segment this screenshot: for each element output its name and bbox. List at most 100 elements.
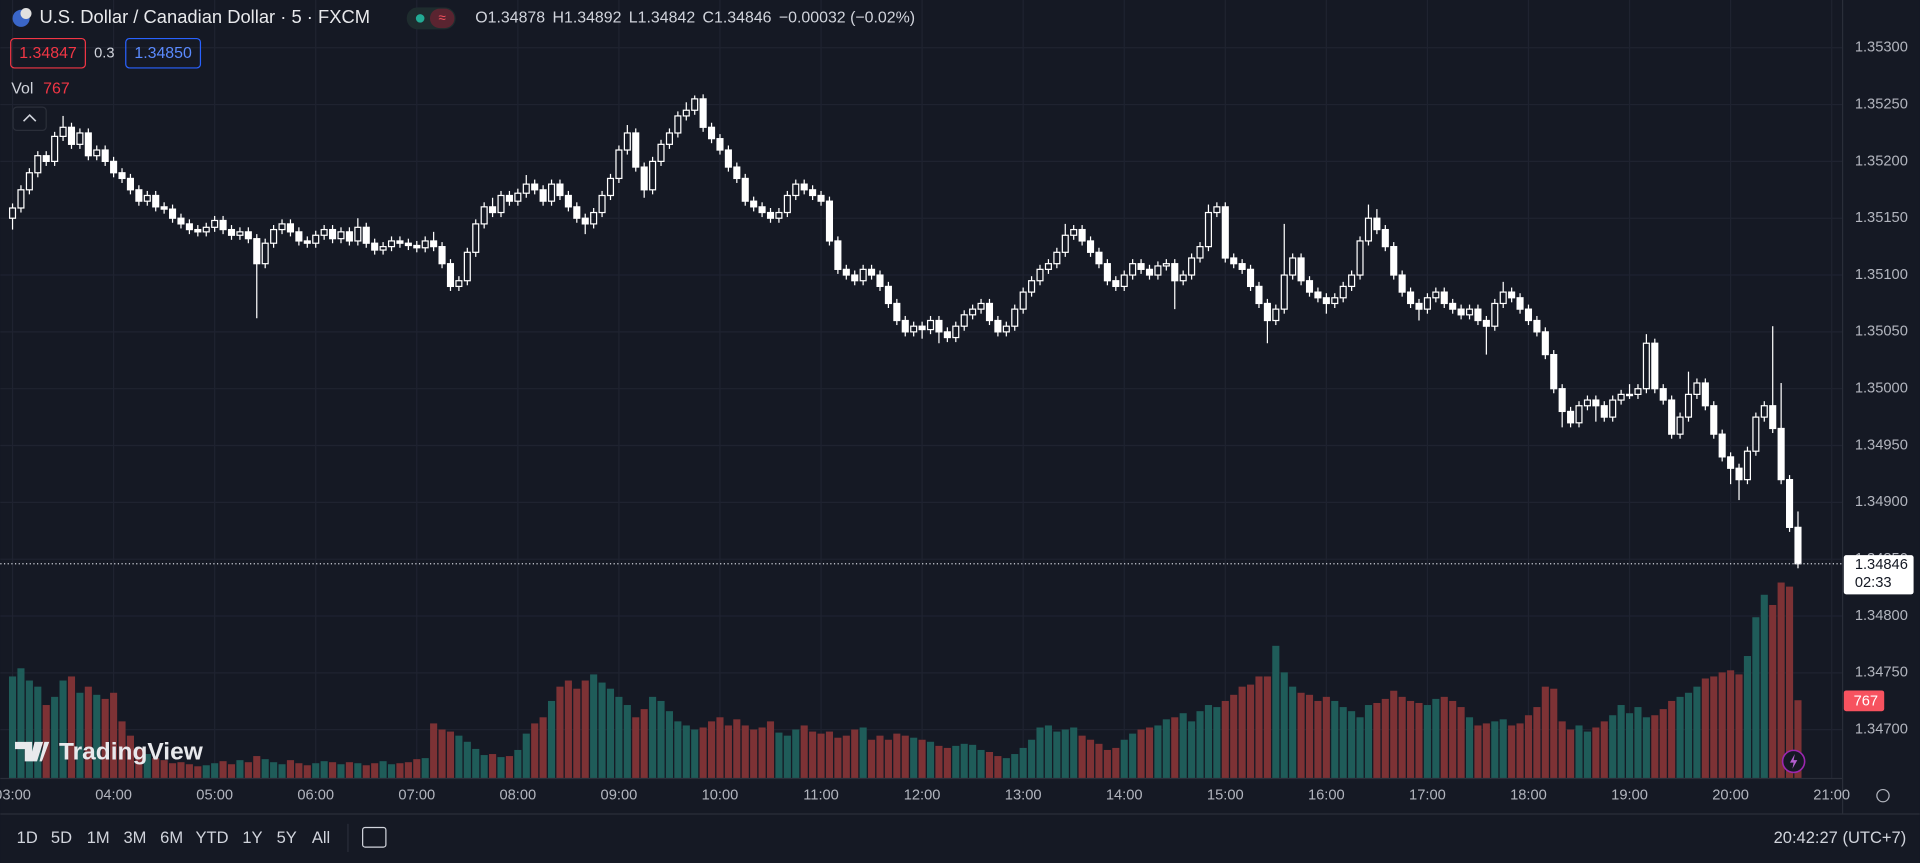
- volume-bar: [34, 686, 42, 779]
- date-range-button[interactable]: [362, 826, 387, 848]
- range-button[interactable]: 5Y: [277, 828, 297, 847]
- candle-body: [977, 302, 985, 310]
- candle-body: [430, 240, 438, 248]
- volume-bar: [278, 764, 286, 779]
- candle-body: [1331, 297, 1339, 305]
- candle-body: [724, 149, 732, 168]
- candle-body: [1095, 251, 1103, 265]
- range-button[interactable]: 5D: [51, 828, 72, 847]
- candle-body: [884, 285, 892, 305]
- volume-bar: [261, 759, 269, 779]
- volume-bar: [1558, 721, 1566, 779]
- volume-bar: [632, 717, 640, 779]
- candle-body: [1415, 302, 1423, 310]
- volume-bar: [1204, 705, 1212, 779]
- y-tick-label: 1.34700: [1855, 722, 1908, 738]
- volume-bar: [724, 725, 732, 779]
- candle-body: [969, 308, 977, 316]
- candle-body: [270, 228, 278, 244]
- candle-body: [674, 115, 682, 134]
- volume-bar: [539, 717, 547, 779]
- range-button[interactable]: 1D: [17, 828, 38, 847]
- ohlc-label: O: [475, 10, 487, 27]
- x-tick-label: 19:00: [1611, 788, 1648, 804]
- y-tick-label: 1.35050: [1855, 324, 1908, 340]
- candle-body: [935, 319, 943, 333]
- candle-body: [1786, 479, 1794, 528]
- toolbar: 1D 5D 1M 3M 6M YTD 1Y 5Y All: [17, 828, 331, 847]
- range-button[interactable]: 6M: [160, 828, 183, 847]
- volume-bar: [884, 739, 892, 779]
- volume-bar: [101, 698, 109, 779]
- volume-bar: [455, 735, 463, 779]
- candle-body: [354, 226, 362, 242]
- volume-bar: [118, 721, 126, 779]
- candle-body: [1684, 393, 1693, 418]
- candle-body: [278, 223, 286, 231]
- candle-body: [994, 319, 1002, 333]
- candle-body: [952, 325, 960, 339]
- candle-body: [1078, 228, 1086, 242]
- candle-body: [1137, 263, 1145, 270]
- volume-value-box: [1843, 690, 1885, 712]
- candle-body: [598, 194, 606, 214]
- volume-bar: [893, 733, 901, 779]
- candle-body: [1541, 331, 1549, 356]
- symbol-title[interactable]: U.S. Dollar / Canadian Dollar · 5 · FXCM: [39, 6, 370, 27]
- x-tick-label: 03:00: [0, 788, 31, 804]
- volume-bar: [657, 700, 665, 779]
- volume-legend-label: Vol: [11, 81, 33, 98]
- volume-bar: [404, 762, 412, 779]
- volume-bar: [825, 731, 834, 779]
- range-button[interactable]: YTD: [196, 828, 229, 847]
- volume-bar: [1171, 717, 1179, 779]
- candle-body: [261, 242, 269, 265]
- ohlc-value: 1.34878: [488, 10, 546, 27]
- collapse-button[interactable]: [12, 106, 47, 131]
- candle-body: [177, 217, 185, 225]
- candle-body: [657, 143, 665, 163]
- range-button[interactable]: 3M: [123, 828, 146, 847]
- volume-bar: [1794, 700, 1802, 779]
- buy-button[interactable]: [125, 37, 202, 69]
- volume-bar: [1280, 672, 1288, 779]
- volume-bar: [126, 735, 134, 779]
- volume-bar: [430, 723, 438, 779]
- candle-body: [1213, 206, 1221, 214]
- candle-body: [1221, 206, 1229, 259]
- candle-body: [1120, 274, 1128, 288]
- volume-bar: [573, 688, 581, 779]
- candle-body: [943, 331, 951, 339]
- range-button[interactable]: 1Y: [242, 828, 262, 847]
- candle-body: [1642, 342, 1650, 390]
- candle-body: [169, 208, 177, 219]
- candle-body: [876, 274, 884, 288]
- x-tick-label: 10:00: [702, 788, 739, 804]
- volume-bar: [303, 765, 311, 779]
- volume-bar: [665, 711, 673, 779]
- volume-bar: [531, 723, 539, 779]
- settings-icon[interactable]: [1876, 788, 1890, 803]
- volume-bar: [59, 680, 67, 779]
- market-open-dot: [415, 14, 425, 23]
- volume-bar: [699, 727, 707, 779]
- volume-bar: [1491, 721, 1499, 779]
- ohlc: O1.34878 H1.34892 L1.34842 C1.34846 −0.00032…: [475, 10, 915, 27]
- volume-bar: [1145, 727, 1154, 779]
- volume-bar: [1255, 676, 1263, 779]
- volume-bar: [177, 762, 185, 779]
- status-badge: [429, 8, 455, 29]
- candle-body: [960, 314, 968, 327]
- range-button[interactable]: 1M: [87, 828, 110, 847]
- candle-body: [1011, 308, 1019, 327]
- volume-bar: [211, 763, 219, 779]
- x-tick-label: 18:00: [1510, 788, 1547, 804]
- candle-body: [1701, 382, 1709, 407]
- range-button[interactable]: All: [312, 828, 330, 847]
- volume-bar: [1297, 692, 1305, 779]
- sell-button[interactable]: [10, 37, 86, 69]
- volume-bar: [1103, 749, 1111, 779]
- candle-body: [1272, 308, 1280, 322]
- x-tick-label: 11:00: [803, 788, 839, 804]
- candle-body: [413, 244, 421, 249]
